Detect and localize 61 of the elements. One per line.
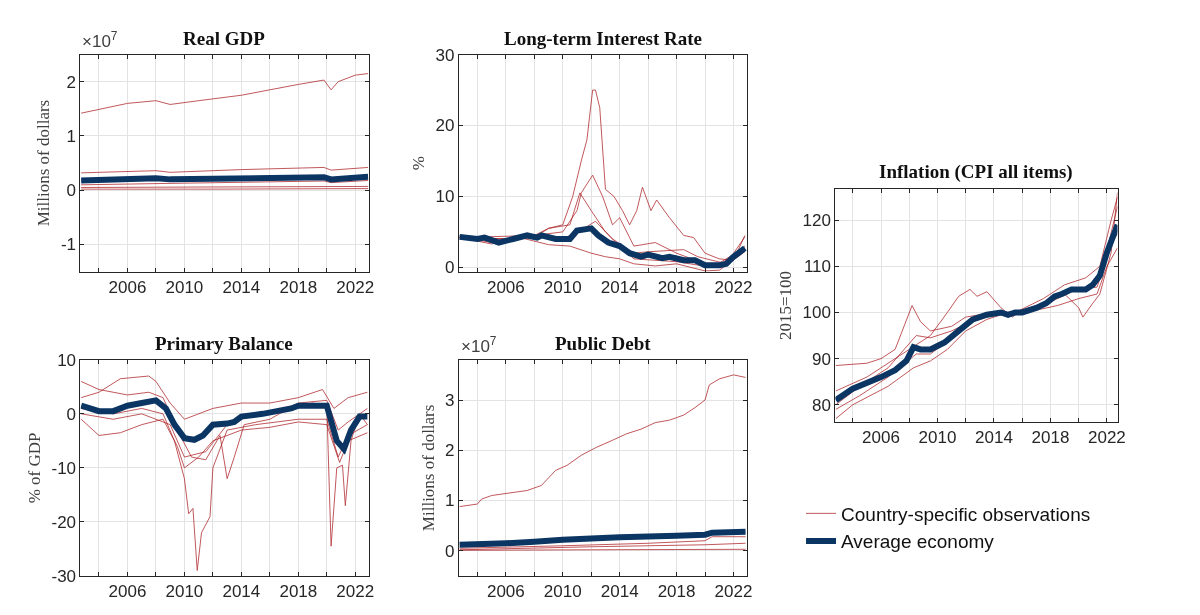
x-tick-label: 2006 bbox=[486, 582, 525, 602]
x-tick-label: 2006 bbox=[108, 278, 147, 298]
x-tick-label: 2014 bbox=[600, 582, 639, 602]
x-tick-label: 2006 bbox=[862, 428, 900, 448]
legend-label: Country-specific observations bbox=[841, 503, 1091, 525]
x-tick-label: 2010 bbox=[165, 582, 204, 602]
x-tick-label: 2018 bbox=[279, 278, 318, 298]
x-tick-label: 2022 bbox=[336, 582, 375, 602]
x-tick-label: 2018 bbox=[1031, 428, 1070, 448]
x-tick-label: 2010 bbox=[543, 278, 582, 298]
x-tick-label: 2018 bbox=[279, 582, 318, 602]
y-tick-label: -30 bbox=[51, 566, 77, 586]
y-axis-title: Millions of dollars bbox=[418, 404, 438, 532]
y-tick-label: 2 bbox=[66, 72, 77, 92]
x-tick-label: 2022 bbox=[1088, 428, 1126, 448]
chart-title: Real GDP bbox=[183, 28, 266, 49]
y-tick-label: 120 bbox=[802, 211, 831, 231]
y-axis-title: Millions of dollars bbox=[34, 99, 54, 227]
y-tick-label: -20 bbox=[51, 512, 77, 532]
y-axis-title: 2015=100 bbox=[776, 271, 796, 341]
x-tick-label: 2022 bbox=[714, 278, 753, 298]
x-tick-label: 2010 bbox=[918, 428, 957, 448]
x-tick-label: 2014 bbox=[222, 278, 261, 298]
x-tick-label: 2022 bbox=[336, 278, 375, 298]
y-axis-title: % of GDP bbox=[25, 432, 45, 504]
x-tick-label: 2006 bbox=[486, 278, 525, 298]
x-tick-label: 2014 bbox=[222, 582, 261, 602]
y-tick-label: 0 bbox=[445, 541, 455, 561]
x-tick-label: 2006 bbox=[108, 582, 147, 602]
y-tick-label: 1 bbox=[445, 491, 455, 511]
text: ×10$^{7}$ bbox=[461, 334, 497, 357]
y-tick-label: 80 bbox=[812, 395, 831, 415]
chart-title: Public Debt bbox=[555, 333, 652, 354]
y-tick-label: 0 bbox=[66, 181, 77, 201]
chart-title: Inflation (CPI all items) bbox=[879, 161, 1073, 183]
y-tick-label: 1 bbox=[66, 126, 77, 146]
x-tick-label: 2014 bbox=[975, 428, 1013, 448]
y-tick-label: -10 bbox=[51, 458, 77, 478]
y-axis-title: % bbox=[409, 156, 429, 171]
legend-label: Average economy bbox=[841, 531, 995, 553]
x-tick-label: 2018 bbox=[657, 278, 696, 298]
chart-title: Primary Balance bbox=[155, 333, 293, 354]
x-tick-label: 2018 bbox=[657, 582, 696, 602]
chart-title: Long-term Interest Rate bbox=[504, 28, 703, 49]
y-tick-label: 30 bbox=[435, 45, 455, 65]
text: ×10$^{7}$ bbox=[82, 29, 118, 52]
x-tick-label: 2010 bbox=[165, 278, 204, 298]
y-tick-label: 2 bbox=[445, 441, 455, 461]
y-tick-label: 90 bbox=[812, 349, 831, 369]
y-tick-label: 20 bbox=[435, 116, 455, 136]
y-tick-label: 3 bbox=[445, 390, 455, 410]
x-tick-label: 2010 bbox=[543, 582, 582, 602]
x-tick-label: 2014 bbox=[600, 278, 639, 298]
x-tick-label: 2022 bbox=[714, 582, 753, 602]
y-tick-label: 0 bbox=[445, 258, 455, 278]
y-tick-label: 0 bbox=[66, 404, 77, 424]
y-tick-label: 110 bbox=[803, 257, 831, 277]
y-tick-label: 100 bbox=[802, 303, 831, 323]
y-tick-label: -1 bbox=[60, 235, 77, 255]
y-tick-label: 10 bbox=[57, 350, 77, 370]
y-tick-label: 10 bbox=[435, 187, 455, 207]
